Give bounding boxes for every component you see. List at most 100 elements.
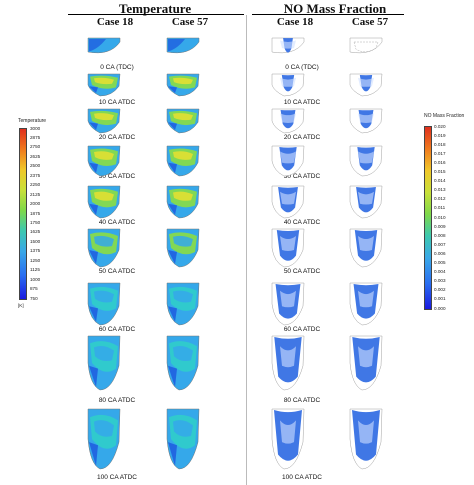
temperature-contour-slice [166, 408, 200, 470]
temperature-contour-slice [87, 408, 121, 470]
temperature-contour-slice [166, 282, 200, 326]
crank-angle-label: 60 CA ATDC [283, 326, 321, 333]
no-mass-fraction-contour-slice [349, 335, 383, 391]
crank-angle-label: 10 CA ATDC [98, 99, 136, 106]
temperature-tick-label: 1750 [30, 219, 41, 225]
no-mass-fraction-contour-slice [349, 408, 383, 470]
crank-angle-label: 0 CA (TDC) [285, 64, 319, 71]
temperature-tick-label: 2250 [30, 182, 41, 188]
crank-angle-label: 30 CA ATDC [283, 173, 321, 180]
temperature-contour-slice [166, 185, 200, 219]
temperature-tick-label: 3000 [30, 125, 41, 131]
temperature-tick-label: 1000 [30, 276, 41, 282]
no-tick-label: 0.020 [434, 123, 446, 129]
temperature-contour-slice [166, 108, 200, 134]
header-rule-no [252, 14, 404, 15]
temperature-contour-slice [166, 73, 200, 97]
temperature-contour-slice [87, 37, 121, 54]
crank-angle-label: 50 CA ATDC [98, 268, 136, 275]
temperature-contour-slice [166, 335, 200, 391]
temperature-contour-slice [87, 73, 121, 97]
no-mass-fraction-contour-slice [349, 282, 383, 326]
no-tick-label: 0.018 [434, 141, 446, 147]
crank-angle-label: 40 CA ATDC [98, 219, 136, 226]
no-tick-label: 0.006 [434, 250, 446, 256]
crank-angle-label: 0 CA (TDC) [100, 64, 134, 71]
temperature-tick-label: 1500 [30, 238, 41, 244]
crank-angle-label: 60 CA ATDC [98, 326, 136, 333]
temperature-tick-label: 2125 [30, 191, 41, 197]
temperature-contour-slice [166, 228, 200, 268]
temperature-tick-label: 2000 [30, 201, 41, 207]
temperature-tick-label: 2875 [30, 134, 41, 140]
temperature-tick-label: 1625 [30, 229, 41, 235]
temperature-tick-label: 1125 [30, 267, 40, 273]
no-tick-label: 0.013 [434, 187, 446, 193]
no-mass-fraction-contour-slice [349, 108, 383, 134]
temperature-tick-label: 2750 [30, 144, 41, 150]
temperature-tick-label: 2500 [30, 163, 41, 169]
temperature-contour-slice [87, 282, 121, 326]
no-colorbar [424, 126, 432, 310]
temperature-contour-slice [87, 108, 121, 134]
crank-angle-label: 10 CA ATDC [283, 99, 321, 106]
temperature-unit: [K] [18, 303, 24, 308]
case57-temp-label: Case 57 [171, 16, 209, 28]
crank-angle-label: 20 CA ATDC [283, 134, 321, 141]
no-tick-label: 0.015 [434, 169, 446, 174]
no-mass-fraction-contour-slice [271, 73, 305, 97]
crank-angle-label: 100 CA ATDC [97, 474, 137, 481]
case57-no-label: Case 57 [351, 16, 389, 28]
case18-no-label: Case 18 [276, 16, 314, 28]
no-tick-label: 0.003 [434, 278, 446, 284]
no-mass-fraction-contour-slice [349, 145, 383, 177]
no-tick-label: 0.000 [434, 305, 446, 311]
temperature-header: Temperature [118, 1, 192, 16]
no-mass-fraction-contour-slice [271, 145, 305, 177]
crank-angle-label: 80 CA ATDC [283, 397, 321, 404]
no-tick-label: 0.008 [434, 232, 446, 238]
crank-angle-label: 80 CA ATDC [98, 397, 136, 404]
temperature-contour-slice [87, 145, 121, 177]
no-tick-label: 0.017 [434, 150, 446, 156]
no-tick-label: 0.004 [434, 269, 446, 275]
divider-line [246, 15, 247, 485]
no-mass-fraction-contour-slice [271, 228, 305, 268]
no-mass-fraction-contour-slice [271, 108, 305, 134]
no-tick-label: 0.010 [434, 214, 446, 220]
temperature-colorbar [19, 128, 27, 300]
temperature-contour-slice [166, 145, 200, 177]
no-mass-fraction-header: NO Mass Fraction [283, 1, 387, 16]
no-mass-fraction-contour-slice [271, 282, 305, 326]
temperature-tick-label: 750 [30, 295, 38, 301]
temperature-contour-slice [166, 37, 200, 54]
no-mass-fraction-contour-slice [271, 335, 305, 391]
no-tick-label: 0.014 [434, 178, 446, 184]
no-mass-fraction-contour-slice [271, 408, 305, 470]
no-tick-label: 0.009 [434, 223, 446, 229]
no-mass-fraction-contour-slice [349, 185, 383, 219]
crank-angle-label: 20 CA ATDC [98, 134, 136, 141]
temperature-tick-label: 2625 [30, 153, 41, 159]
no-tick-label: 0.007 [434, 241, 446, 247]
temperature-contour-slice [87, 185, 121, 219]
case18-temp-label: Case 18 [96, 16, 134, 28]
temperature-tick-label: 1375 [30, 248, 41, 254]
crank-angle-label: 100 CA ATDC [282, 474, 322, 481]
no-mass-fraction-contour-slice [271, 37, 305, 54]
crank-angle-label: 40 CA ATDC [283, 219, 321, 226]
no-tick-label: 0.001 [434, 296, 446, 302]
crank-angle-label: 50 CA ATDC [283, 268, 321, 275]
no-tick-label: 0.011 [434, 205, 446, 211]
crank-angle-label: 30 CA ATDC [98, 173, 136, 180]
no-tick-label: 0.016 [434, 159, 446, 165]
temperature-contour-slice [87, 228, 121, 268]
no-tick-label: 0.005 [434, 260, 446, 265]
no-legend-title: NO Mass Fraction [424, 113, 465, 119]
no-mass-fraction-contour-slice [349, 37, 383, 54]
no-tick-label: 0.012 [434, 196, 446, 202]
temperature-tick-label: 1250 [30, 257, 41, 263]
no-tick-label: 0.019 [434, 132, 446, 138]
header-rule-temperature [68, 14, 244, 15]
temperature-tick-label: 875 [30, 286, 38, 292]
